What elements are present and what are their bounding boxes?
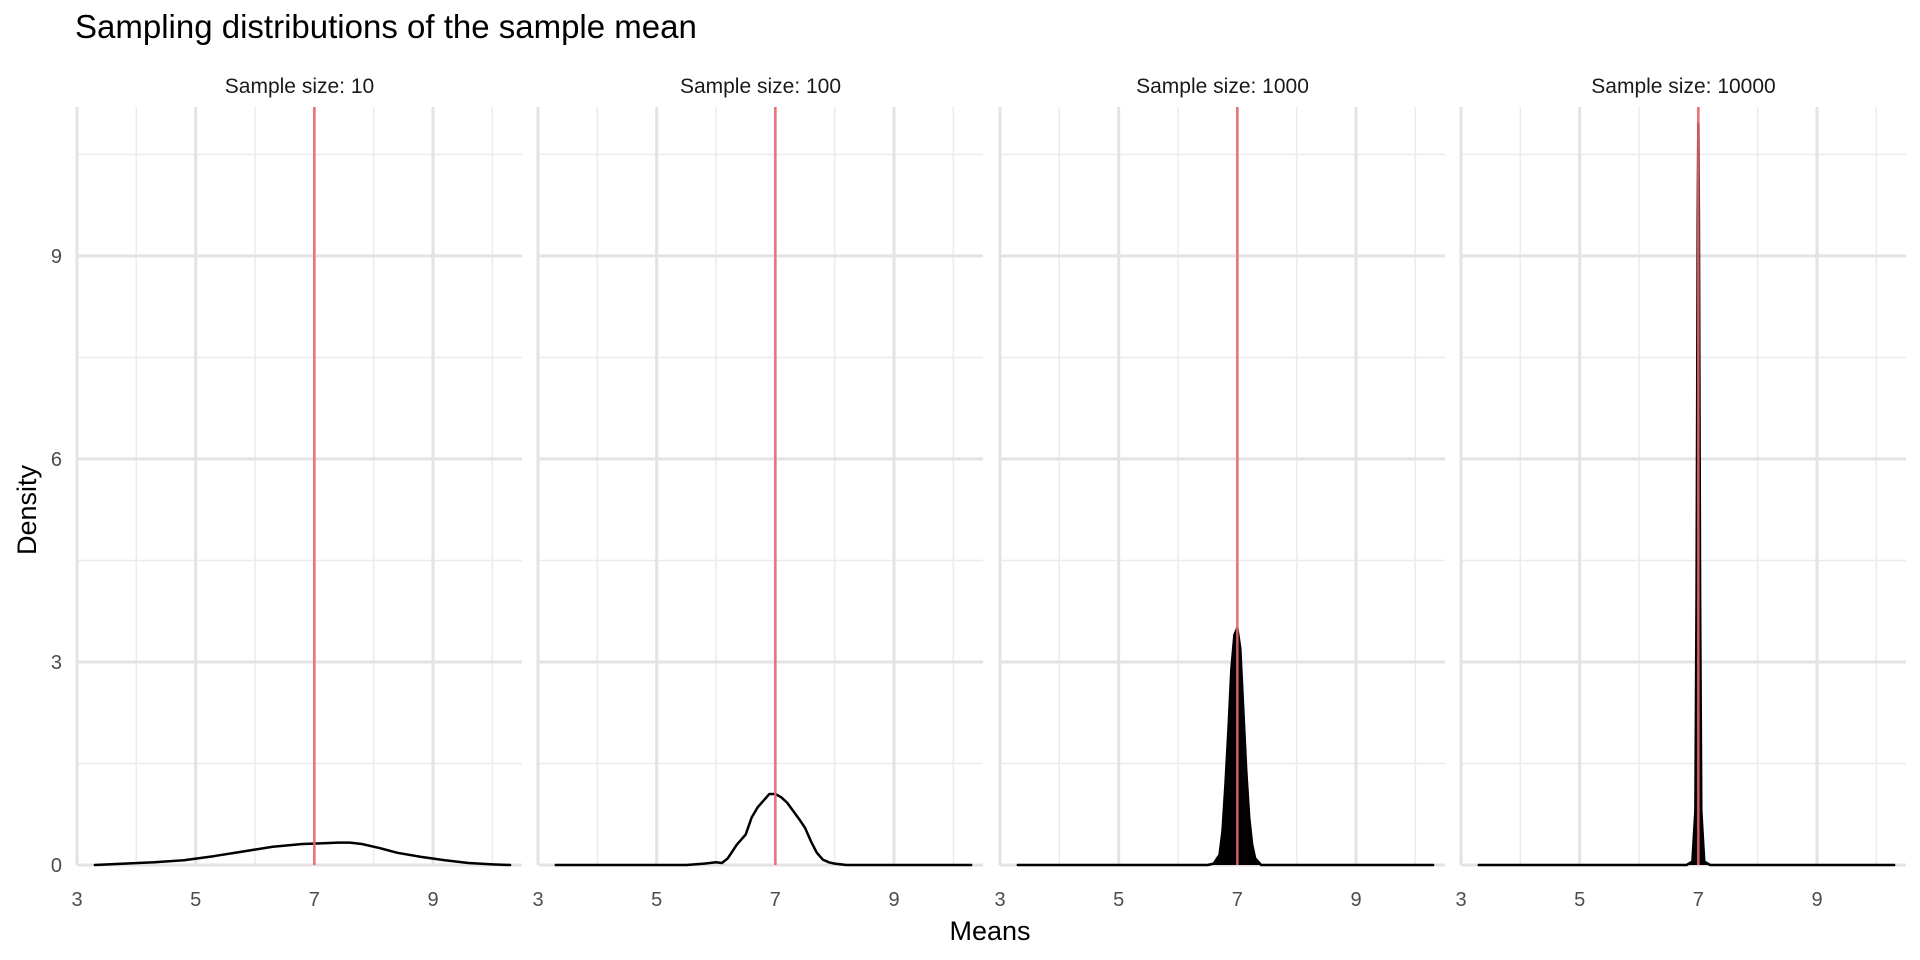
x-tick-label: 5 xyxy=(1574,889,1585,911)
x-tick-label: 5 xyxy=(190,889,201,911)
x-tick-label: 3 xyxy=(71,889,82,911)
x-tick-label: 7 xyxy=(770,889,781,911)
facet-strip-label: Sample size: 100 xyxy=(680,75,841,98)
x-axis-label: Means xyxy=(949,916,1030,946)
facet-strip-label: Sample size: 1000 xyxy=(1136,75,1309,98)
facet-panel-1: Sample size: 10 3 5 7 9 xyxy=(71,75,522,911)
density-curve xyxy=(1477,122,1896,867)
x-tick-label: 9 xyxy=(888,889,899,911)
y-tick-label: 6 xyxy=(51,449,62,471)
x-tick-label: 9 xyxy=(1811,889,1822,911)
density-curve xyxy=(93,841,512,867)
x-tick-label: 5 xyxy=(1113,889,1124,911)
density-fill xyxy=(1017,628,1434,865)
density-fill xyxy=(1478,123,1895,866)
facet-strip-label: Sample size: 10000 xyxy=(1591,75,1775,98)
x-tick-label: 7 xyxy=(309,889,320,911)
facet-strip-label: Sample size: 10 xyxy=(225,75,374,98)
x-tick-label: 9 xyxy=(1350,889,1361,911)
x-tick-label: 3 xyxy=(994,889,1005,911)
y-tick-label: 0 xyxy=(51,855,62,877)
facet-panel-2: Sample size: 100 3 5 7 9 xyxy=(532,75,983,911)
x-tick-label: 3 xyxy=(532,889,543,911)
y-tick-label: 9 xyxy=(51,246,62,268)
facet-panel-3: Sample size: 1000 3 5 7 9 xyxy=(994,75,1445,911)
x-tick-label: 5 xyxy=(651,889,662,911)
x-tick-label: 7 xyxy=(1693,889,1704,911)
facet-panel-4: Sample size: 10000 3 5 7 9 xyxy=(1455,75,1906,911)
x-tick-label: 7 xyxy=(1232,889,1243,911)
density-curve xyxy=(554,792,973,867)
x-tick-label: 9 xyxy=(427,889,438,911)
density-curve xyxy=(1016,626,1435,867)
y-axis-label: Density xyxy=(12,464,42,555)
y-tick-label: 3 xyxy=(51,652,62,674)
chart-title: Sampling distributions of the sample mea… xyxy=(75,8,697,45)
x-tick-label: 3 xyxy=(1455,889,1466,911)
